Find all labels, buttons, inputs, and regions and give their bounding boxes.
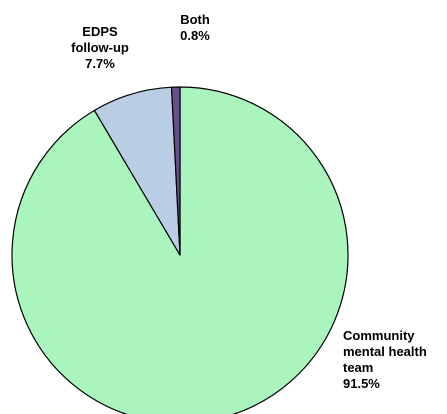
category-label: Both xyxy=(180,12,210,27)
value-label: 0.8% xyxy=(180,28,210,43)
pie-slice xyxy=(170,86,181,256)
category-label: EDPS follow-up xyxy=(71,24,129,55)
slice-label: Both 0.8% xyxy=(160,12,230,44)
slice-label: EDPS follow-up 7.7% xyxy=(40,24,160,72)
value-label: 7.7% xyxy=(85,56,115,71)
pie-slice xyxy=(11,86,349,414)
slice-label: Community mental health team 91.5% xyxy=(343,328,447,392)
value-label: 91.5% xyxy=(343,376,380,391)
category-label: Community mental health team xyxy=(343,328,427,375)
